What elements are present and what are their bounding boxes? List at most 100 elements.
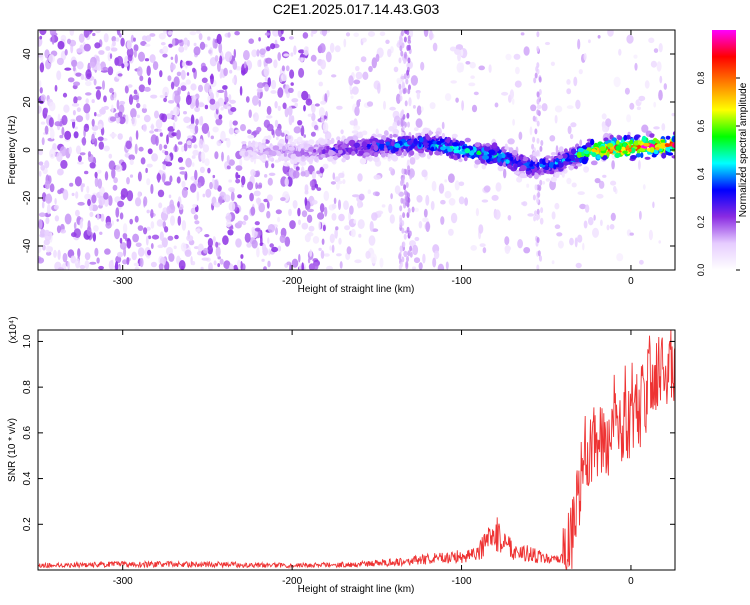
spectrogram-blob	[277, 87, 284, 98]
spectrogram-blob	[256, 87, 263, 93]
spectrogram-blob	[253, 190, 261, 197]
spectrogram-blob	[209, 181, 213, 190]
spectrogram-blob	[412, 266, 416, 270]
y-tick-label: 0.4	[22, 471, 33, 485]
spectrogram-blob	[180, 242, 187, 252]
spectrogram-blob	[303, 170, 310, 178]
spectrogram-blob	[177, 141, 183, 145]
spectrogram-blob	[349, 120, 356, 126]
spectrogram-blob	[626, 34, 634, 44]
spectrogram-ridge-mark	[643, 142, 650, 147]
spectrogram-ridge-mark	[620, 146, 626, 152]
spectrogram-blob	[237, 194, 242, 199]
spectrogram-ridge-mark	[603, 137, 609, 142]
spectrogram-blob	[583, 53, 587, 61]
spectrogram-blob	[46, 203, 51, 215]
spectrogram-ridge-mark	[380, 150, 384, 154]
spectrogram-blob	[416, 105, 422, 116]
spectrogram-blob	[129, 159, 134, 166]
spectrogram-blob	[133, 37, 136, 42]
spectrogram-blob	[94, 247, 99, 257]
spectrogram-blob	[89, 261, 97, 265]
spectrogram-ridge-mark	[263, 151, 269, 155]
spectrogram-blob	[520, 32, 525, 36]
spectrogram-blob	[399, 35, 402, 42]
spectrogram-blob	[567, 125, 572, 135]
spectrogram-blob	[409, 170, 413, 177]
spectrogram-ridge-mark	[617, 135, 623, 141]
spectrogram-blob	[161, 237, 168, 248]
spectrogram-blob	[338, 237, 342, 245]
spectrogram-blob	[383, 130, 389, 136]
spectrogram-ridge-mark	[488, 149, 496, 155]
spectrogram-blob	[86, 226, 92, 236]
spectrogram-blob	[407, 35, 411, 42]
spectrogram-ridge-mark	[389, 133, 393, 139]
spectrogram-blob	[409, 157, 416, 165]
spectrogram-blob	[256, 247, 260, 258]
spectrogram-ridge-mark	[651, 140, 656, 145]
spectrogram-blob	[117, 200, 125, 208]
spectrogram-blob	[183, 37, 188, 45]
spectrogram-blob	[526, 183, 530, 188]
spectrogram-ridge-mark	[660, 139, 666, 143]
spectrogram-blob	[194, 220, 200, 225]
spectrogram-blob	[60, 159, 68, 169]
spectrogram-blob	[297, 207, 301, 217]
spectrogram-blob	[147, 77, 152, 86]
spectrogram-blob	[324, 93, 328, 104]
spectrogram-ridge-mark	[644, 156, 651, 160]
spectrogram-blob	[246, 242, 252, 248]
spectrogram-blob	[71, 59, 78, 68]
spectrogram-blob	[149, 33, 156, 37]
spectrogram-blob	[388, 203, 393, 214]
spectrogram-blob	[613, 185, 617, 193]
spectrogram-blob	[478, 224, 484, 234]
spectrogram-blob	[255, 197, 262, 204]
spectrogram-blob	[470, 245, 478, 251]
spectrogram-blob	[375, 53, 380, 63]
spectrogram-blob	[190, 83, 197, 91]
spectrogram-ridge-mark	[648, 139, 652, 143]
spectrogram-blob	[334, 45, 341, 53]
spectrogram-ridge-mark	[244, 151, 249, 157]
spectrogram-blob	[303, 134, 307, 138]
spectrogram-blob	[469, 61, 476, 69]
spectrogram-blob	[598, 180, 605, 189]
spectrogram-blob	[409, 251, 413, 258]
spectrogram-blob	[234, 129, 240, 133]
spectrogram-blob	[158, 32, 166, 40]
spectrogram-blob	[629, 102, 635, 110]
spectrogram-blob	[185, 157, 192, 168]
spectrogram-blob	[190, 95, 197, 103]
spectrogram-ridge-mark	[672, 131, 675, 136]
spectrogram-ridge-mark	[394, 143, 401, 148]
spectrogram-blob	[266, 46, 271, 52]
spectrogram-blob	[84, 170, 89, 175]
spectrogram-blob	[357, 173, 363, 182]
spectrogram-blob	[222, 85, 228, 90]
spectrogram-blob	[228, 179, 233, 183]
spectrogram-blob	[388, 126, 394, 132]
spectrogram-ridge-mark	[481, 164, 487, 170]
spectrogram-blob	[84, 252, 91, 261]
spectrogram-ridge-mark	[649, 133, 655, 138]
spectrogram-blob	[243, 61, 247, 69]
spectrogram-blob	[143, 227, 148, 235]
spectrogram-blob	[298, 49, 305, 54]
spectrogram-blob	[50, 128, 55, 140]
spectrogram-blob	[357, 219, 365, 230]
spectrogram-blob	[271, 246, 279, 253]
spectrogram-blob	[239, 157, 243, 167]
spectrogram-blob	[438, 183, 445, 194]
spectrogram-blob	[218, 114, 223, 120]
spectrogram-blob	[280, 30, 284, 35]
spectrogram-blob	[379, 257, 384, 268]
spectrogram-blob	[539, 179, 543, 186]
spectrogram-blob	[331, 244, 335, 253]
spectrogram-ridge-mark	[272, 145, 280, 151]
spectrogram-blob	[145, 167, 148, 174]
spectrogram-blob	[85, 98, 89, 104]
spectrogram-ridge-mark	[295, 152, 302, 157]
spectrogram-blob	[465, 61, 471, 65]
